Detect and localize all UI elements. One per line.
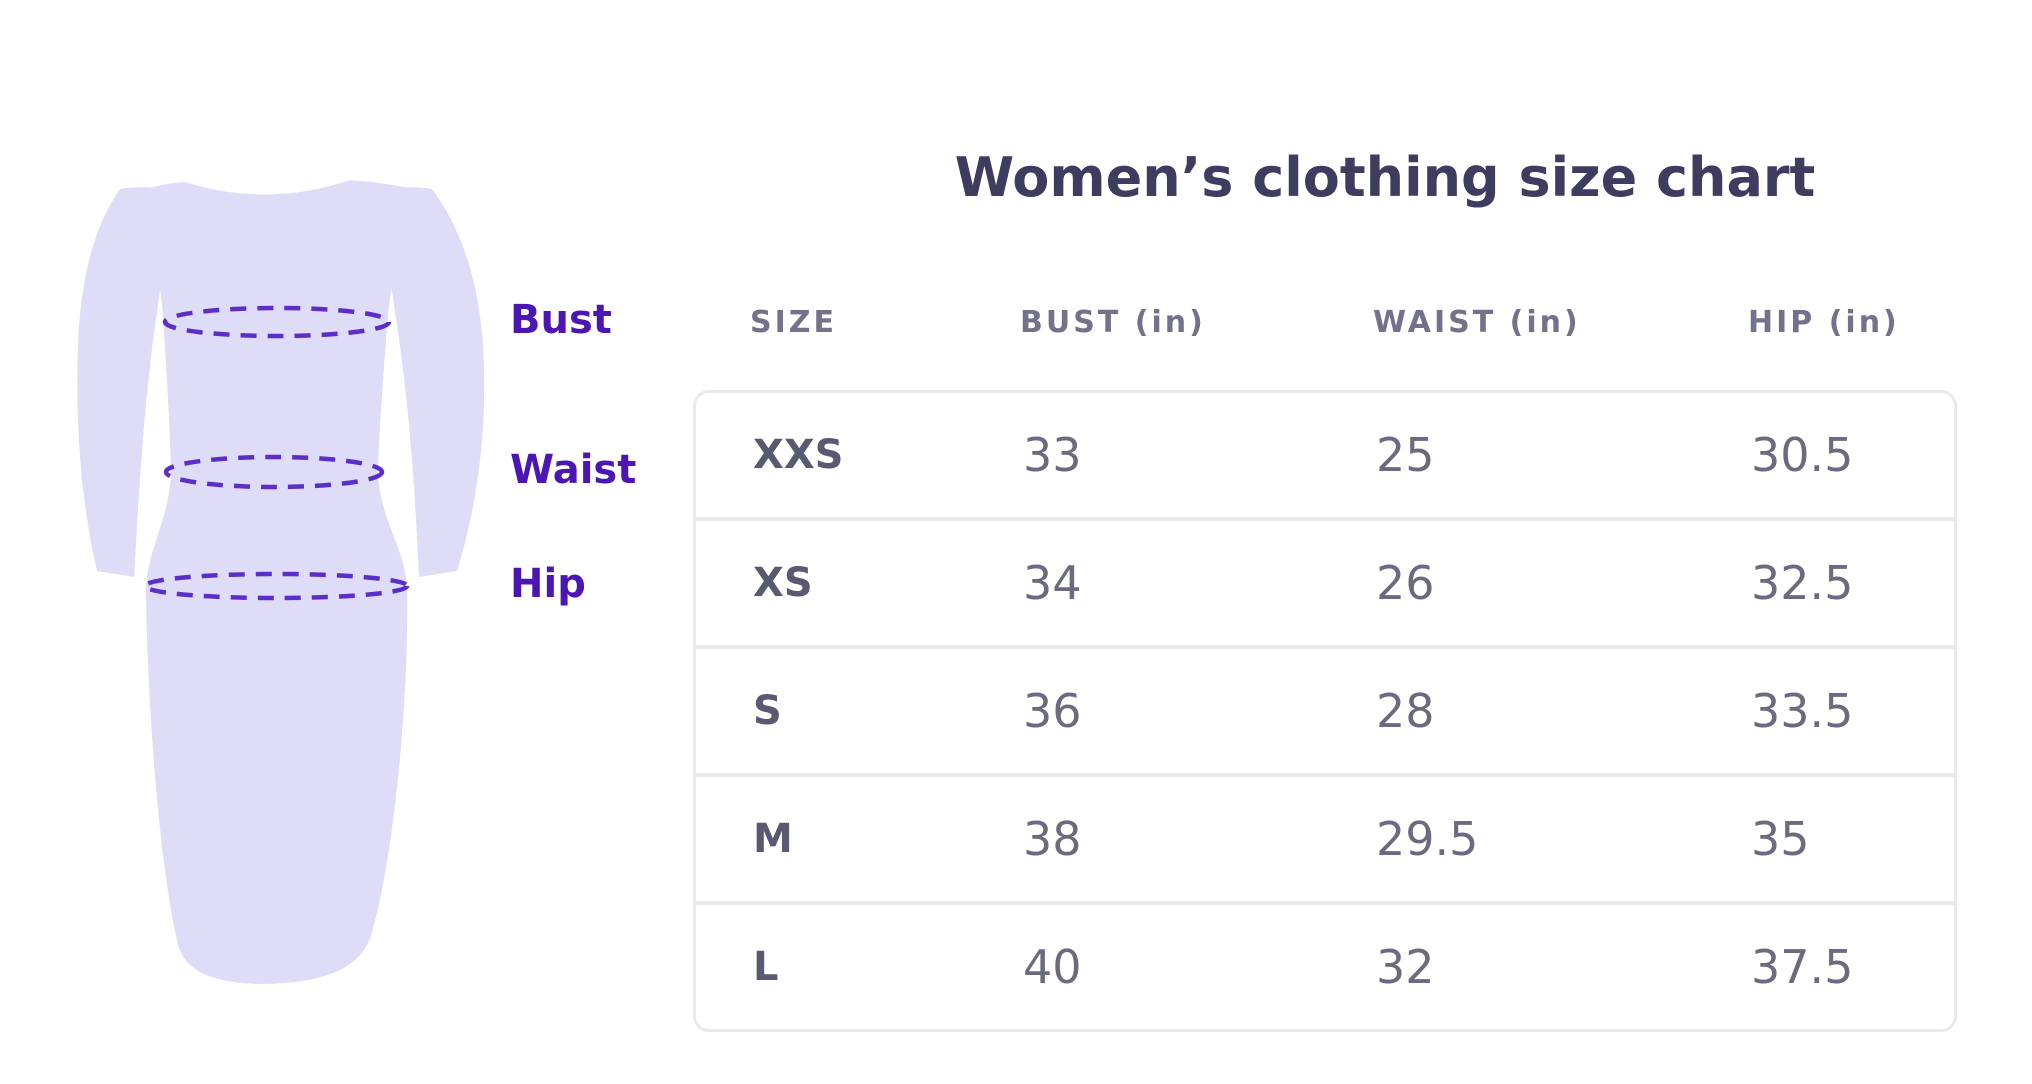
bust-cell: 40	[1023, 940, 1082, 994]
hip-measurement-line	[142, 571, 410, 601]
waist-cell: 26	[1376, 556, 1435, 610]
table-row-xs: XS 34 26 32.5	[696, 517, 1954, 645]
waist-measurement-line	[163, 454, 385, 490]
hip-cell: 35	[1751, 812, 1810, 866]
hip-cell: 33.5	[1751, 684, 1854, 738]
size-table: XXS 33 25 30.5 XS 34 26 32.5 S 36 28 33.…	[693, 390, 1957, 1032]
size-cell: XS	[753, 560, 813, 606]
column-header-size: SIZE	[750, 305, 838, 340]
waist-cell: 28	[1376, 684, 1435, 738]
size-cell: XXS	[753, 432, 844, 478]
dress-left-sleeve-shape	[77, 187, 196, 577]
size-cell: L	[753, 944, 779, 990]
table-row-xxs: XXS 33 25 30.5	[696, 393, 1954, 517]
table-header-row: SIZE BUST (in) WAIST (in) HIP (in)	[693, 305, 1957, 349]
bust-measurement-line	[162, 305, 392, 339]
column-header-bust: BUST (in)	[1020, 305, 1206, 340]
bust-label: Bust	[510, 297, 612, 343]
size-cell: M	[753, 816, 793, 862]
column-header-hip: HIP (in)	[1748, 305, 1900, 340]
bust-cell: 33	[1023, 428, 1082, 482]
waist-label: Waist	[510, 447, 637, 493]
hip-cell: 32.5	[1751, 556, 1854, 610]
hip-label: Hip	[510, 561, 586, 607]
dress-illustration	[77, 180, 485, 984]
size-cell: S	[753, 688, 782, 734]
dress-body-shape	[136, 180, 418, 984]
column-header-waist: WAIST (in)	[1373, 305, 1581, 340]
table-row-s: S 36 28 33.5	[696, 645, 1954, 773]
hip-cell: 37.5	[1751, 940, 1854, 994]
waist-cell: 25	[1376, 428, 1435, 482]
table-row-m: M 38 29.5 35	[696, 773, 1954, 901]
bust-cell: 36	[1023, 684, 1082, 738]
bust-cell: 38	[1023, 812, 1082, 866]
waist-cell: 29.5	[1376, 812, 1479, 866]
hip-cell: 30.5	[1751, 428, 1854, 482]
table-row-l: L 40 32 37.5	[696, 901, 1954, 1029]
waist-cell: 32	[1376, 940, 1435, 994]
page-title: Women’s clothing size chart	[954, 146, 1816, 209]
bust-cell: 34	[1023, 556, 1082, 610]
dress-right-sleeve-shape	[356, 187, 485, 577]
